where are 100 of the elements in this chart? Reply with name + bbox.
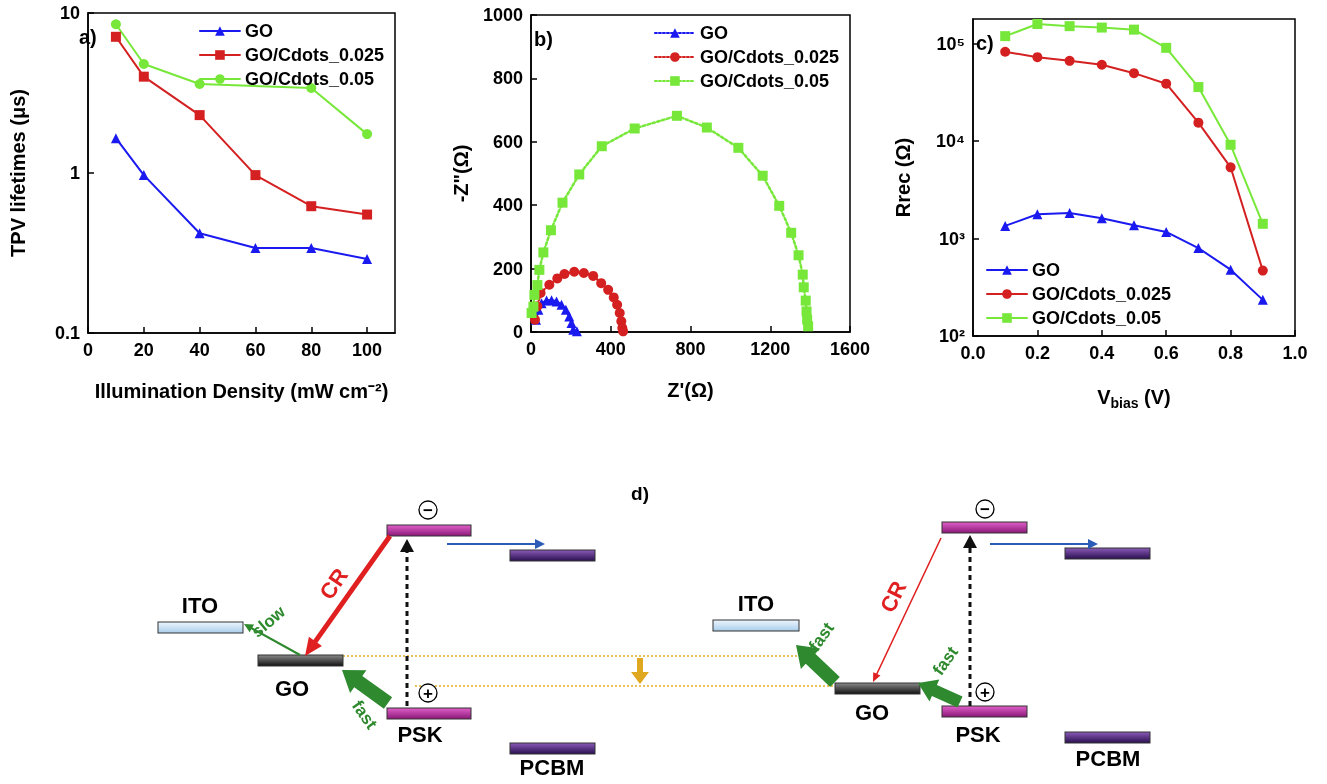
y-tick-label: 0 (512, 322, 523, 342)
y-tick-label: 1000 (482, 5, 523, 25)
y-axis-title: TPV lifetimes (μs) (7, 89, 29, 257)
point (1096, 59, 1107, 70)
point (1129, 220, 1139, 231)
y-axis-title: -Z"(Ω) (450, 144, 472, 203)
point (786, 227, 797, 238)
point (757, 170, 768, 181)
point (588, 270, 599, 281)
legend-label: GO/Cdots_0.05 (1032, 308, 1162, 328)
annotation: c) (976, 32, 994, 54)
legend-label: GO (1032, 260, 1061, 280)
point (1129, 68, 1139, 79)
point (110, 19, 121, 30)
point (701, 122, 712, 133)
x-tick-label: 800 (675, 339, 706, 359)
point (801, 306, 812, 317)
point (596, 278, 607, 289)
text: PSK (955, 722, 1001, 747)
y-tick-label: 200 (492, 258, 523, 279)
x-tick-label: 400 (595, 339, 626, 359)
legend-label: GO/Cdots_0.025 (699, 47, 840, 67)
point (1064, 21, 1075, 32)
y-tick-label: 600 (492, 131, 523, 152)
point (574, 169, 585, 180)
x-tick-label: 1.0 (1282, 343, 1308, 363)
point (1225, 139, 1236, 150)
text: PCBM (519, 755, 585, 780)
point (544, 279, 555, 290)
point (250, 170, 261, 181)
y-tick-label: 10³ (938, 228, 966, 249)
point (1257, 294, 1268, 305)
annotation: b) (534, 28, 553, 50)
point (110, 31, 121, 42)
point (1225, 162, 1236, 173)
text: GO (854, 700, 890, 725)
point (1064, 55, 1075, 66)
y-tick-label: 1 (69, 163, 80, 183)
text: ITO (181, 593, 219, 618)
point (545, 225, 556, 236)
text: CR (875, 576, 912, 617)
legend-label: GO/Cdots_0.025 (1032, 284, 1172, 304)
point (552, 273, 563, 284)
point (612, 299, 623, 310)
y-tick-label: 400 (492, 195, 523, 216)
text: fast (929, 642, 963, 679)
point (1161, 78, 1172, 89)
x-tick-label: 60 (245, 340, 266, 360)
point (306, 201, 317, 212)
point (138, 71, 149, 82)
text: CR (314, 563, 354, 604)
point (569, 266, 580, 277)
x-tick-label: 1600 (829, 339, 871, 359)
point (1257, 218, 1268, 229)
x-tick-label: 1200 (750, 339, 791, 359)
text: + (423, 684, 434, 703)
point (797, 269, 808, 280)
text: GO (274, 676, 310, 701)
x-tick-label: 40 (189, 340, 210, 360)
point (671, 110, 682, 121)
point (110, 133, 121, 144)
point (629, 123, 640, 134)
point (306, 242, 317, 253)
point (1096, 213, 1107, 224)
point (1032, 52, 1043, 63)
y-tick-label: 10⁴ (936, 131, 965, 152)
point (800, 295, 811, 306)
point (1129, 24, 1139, 35)
point (194, 78, 205, 89)
point (138, 59, 149, 69)
point (534, 264, 545, 275)
point (803, 321, 814, 332)
x-tick-label: 0.2 (1024, 343, 1050, 363)
legend-label: GO (699, 23, 728, 43)
point (362, 254, 373, 265)
point (362, 209, 373, 220)
point (1032, 209, 1043, 220)
point (538, 247, 549, 258)
x-axis-title: Illumination Density (mW cm⁻²) (94, 380, 389, 402)
text: + (980, 683, 991, 702)
legend-label: GO/Cdots_0.025 (244, 45, 385, 65)
y-axis-title: Rrec (Ω) (892, 137, 914, 218)
x-tick-label: 0.0 (960, 343, 986, 363)
y-tick-label: 10² (938, 326, 966, 346)
x-tick-label: 80 (301, 340, 322, 360)
point (798, 282, 809, 293)
x-tick-label: 0.6 (1153, 343, 1179, 363)
y-tick-label: 800 (492, 68, 523, 89)
text: PCBM (1075, 746, 1141, 771)
point (1193, 117, 1204, 128)
point (532, 280, 543, 291)
text: d) (631, 483, 649, 504)
point (793, 250, 804, 261)
text: − (423, 501, 434, 520)
legend-label: GO/Cdots_0.05 (699, 71, 829, 91)
x-axis-title: Z'(Ω) (667, 379, 714, 401)
point (774, 200, 785, 211)
point (250, 242, 261, 253)
point (1161, 226, 1172, 237)
y-tick-label: 10⁵ (936, 33, 965, 54)
